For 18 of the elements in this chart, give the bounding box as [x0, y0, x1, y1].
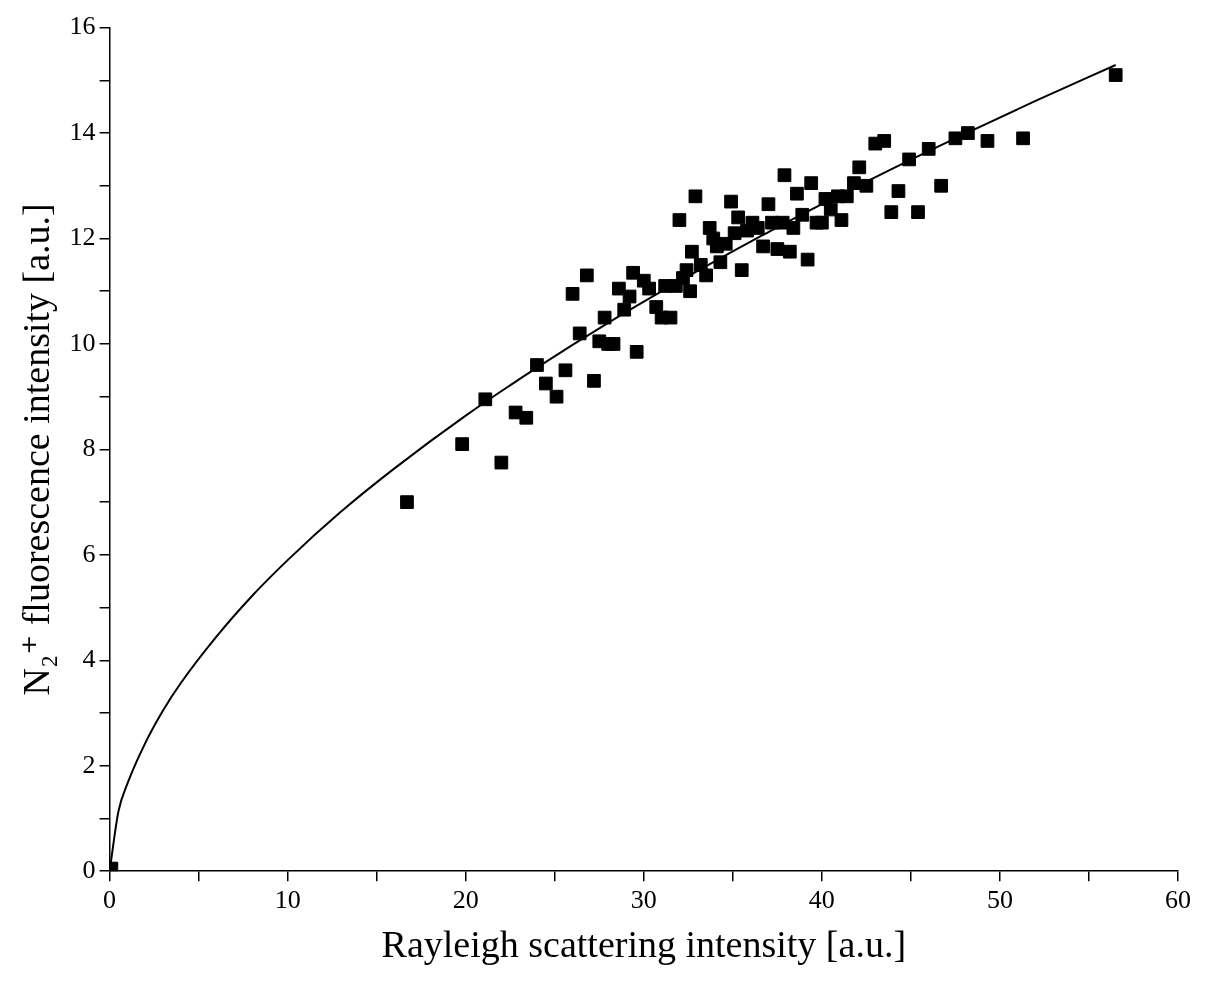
x-tick-label: 50 [986, 884, 1013, 914]
y-tick-label: 8 [82, 433, 96, 463]
x-tick-label: 40 [808, 884, 835, 914]
x-axis-title: Rayleigh scattering intensity [a.u.] [381, 923, 907, 966]
y-tick-label: 0 [82, 855, 96, 885]
y-tick-label: 2 [82, 749, 96, 779]
x-tick-label: 60 [1165, 884, 1191, 914]
y-tick-label: 6 [82, 538, 96, 568]
x-tick-label: 30 [630, 884, 657, 914]
x-tick-label: 10 [274, 884, 301, 914]
y-tick-label: 16 [69, 11, 96, 41]
y-tick-label: 10 [69, 327, 96, 357]
x-tick-label: 0 [103, 884, 117, 914]
x-tick-label: 20 [452, 884, 479, 914]
y-axis-title: N₂⁺ fluorescence intensity [a.u.] [14, 203, 57, 696]
y-tick-label: 4 [82, 644, 96, 674]
y-tick-label: 12 [69, 222, 96, 252]
y-tick-label: 14 [69, 116, 96, 146]
